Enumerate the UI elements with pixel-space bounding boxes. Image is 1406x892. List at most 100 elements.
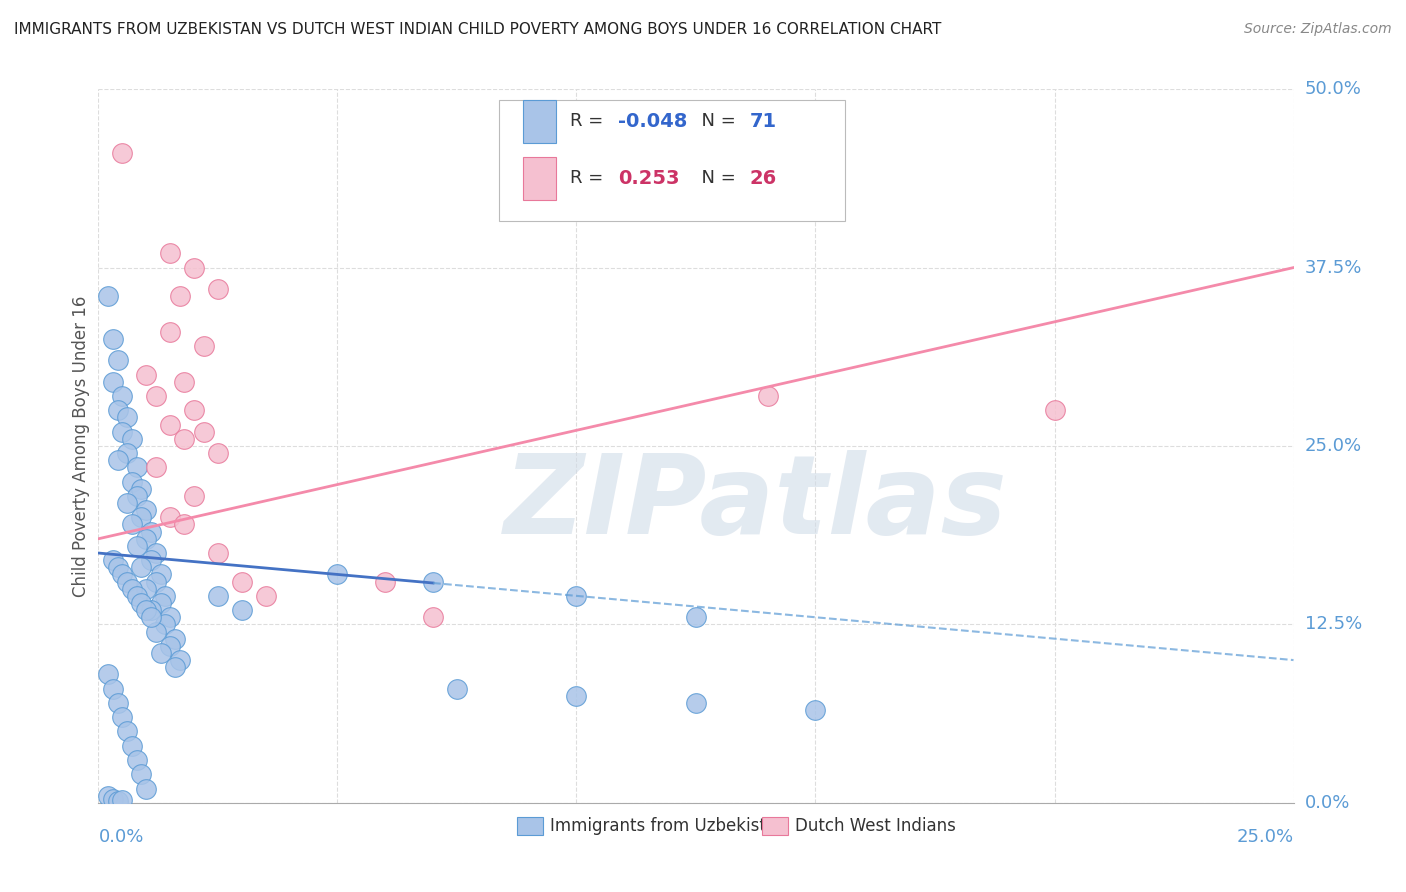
Point [159, 610, 181, 624]
Point [135, 503, 157, 517]
Point [149, 596, 172, 610]
Point [125, 460, 148, 475]
Point [111, 793, 134, 807]
Point [111, 567, 134, 582]
Text: N =: N = [690, 112, 741, 130]
Point [231, 574, 253, 589]
Point [111, 710, 134, 724]
Point [135, 603, 157, 617]
Point [207, 546, 229, 560]
Bar [517, 817, 543, 835]
Point [193, 425, 215, 439]
Text: R =: R = [571, 112, 609, 130]
Point [565, 689, 588, 703]
Point [139, 553, 162, 567]
Point [107, 353, 129, 368]
Text: 12.5%: 12.5% [1305, 615, 1362, 633]
Point [254, 589, 277, 603]
Point [159, 417, 181, 432]
Point [1043, 403, 1066, 417]
Text: 0.0%: 0.0% [98, 828, 143, 846]
Point [131, 510, 153, 524]
Point [101, 375, 124, 389]
Point [115, 724, 138, 739]
Text: 37.5%: 37.5% [1305, 259, 1362, 277]
Point [159, 325, 181, 339]
Point [139, 524, 162, 539]
Point [207, 446, 229, 460]
Point [125, 589, 148, 603]
Point [149, 646, 172, 660]
Point [115, 410, 138, 425]
Point [685, 696, 707, 710]
Point [326, 567, 349, 582]
Point [207, 589, 229, 603]
Text: 71: 71 [749, 112, 778, 131]
Point [145, 460, 167, 475]
Point [446, 681, 468, 696]
Point [135, 368, 157, 382]
Bar [762, 817, 787, 835]
Point [207, 282, 229, 296]
Point [111, 389, 134, 403]
Point [422, 574, 444, 589]
Point [101, 553, 124, 567]
Text: IMMIGRANTS FROM UZBEKISTAN VS DUTCH WEST INDIAN CHILD POVERTY AMONG BOYS UNDER 1: IMMIGRANTS FROM UZBEKISTAN VS DUTCH WEST… [14, 22, 942, 37]
Point [159, 246, 181, 260]
Point [756, 389, 779, 403]
Text: 50.0%: 50.0% [1305, 80, 1361, 98]
FancyBboxPatch shape [499, 100, 845, 221]
Point [115, 574, 138, 589]
Point [155, 589, 177, 603]
Point [107, 453, 129, 467]
Point [97, 289, 120, 303]
Point [145, 624, 167, 639]
Point [121, 739, 143, 753]
Point [135, 781, 157, 796]
Point [374, 574, 396, 589]
Point [131, 767, 153, 781]
Point [115, 446, 138, 460]
Bar [523, 157, 557, 200]
Point [183, 260, 205, 275]
Point [169, 289, 191, 303]
Point [107, 794, 129, 808]
Point [121, 475, 143, 489]
Point [422, 610, 444, 624]
Point [159, 639, 181, 653]
Point [183, 403, 205, 417]
Point [685, 610, 707, 624]
Text: Source: ZipAtlas.com: Source: ZipAtlas.com [1244, 22, 1392, 37]
Point [139, 603, 162, 617]
Point [125, 753, 148, 767]
Point [115, 496, 138, 510]
Point [193, 339, 215, 353]
Point [231, 603, 253, 617]
Text: R =: R = [571, 169, 609, 187]
Point [565, 589, 588, 603]
Point [131, 596, 153, 610]
Point [145, 546, 167, 560]
Text: 0.253: 0.253 [619, 169, 679, 188]
Text: 26: 26 [749, 169, 778, 188]
Text: Immigrants from Uzbekistan: Immigrants from Uzbekistan [550, 817, 787, 835]
Point [169, 653, 191, 667]
Text: -0.048: -0.048 [619, 112, 688, 131]
Bar [523, 100, 557, 143]
Point [173, 375, 195, 389]
Point [107, 560, 129, 574]
Point [131, 560, 153, 574]
Point [97, 667, 120, 681]
Point [125, 489, 148, 503]
Point [145, 574, 167, 589]
Point [183, 489, 205, 503]
Point [135, 582, 157, 596]
Point [101, 791, 124, 805]
Point [173, 432, 195, 446]
Point [135, 532, 157, 546]
Text: 25.0%: 25.0% [1305, 437, 1362, 455]
Point [149, 567, 172, 582]
Text: N =: N = [690, 169, 741, 187]
Point [111, 425, 134, 439]
Point [97, 789, 120, 803]
